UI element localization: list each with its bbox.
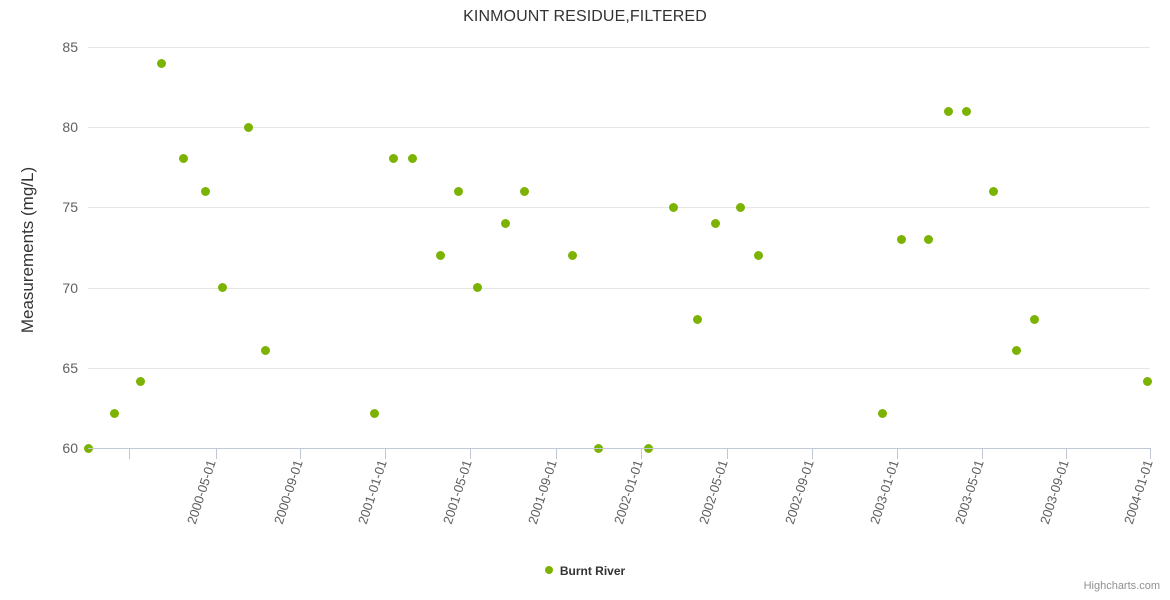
data-point[interactable] [943, 106, 953, 116]
data-point[interactable] [472, 282, 482, 292]
legend-marker-icon [544, 565, 553, 574]
data-point[interactable] [156, 58, 166, 68]
data-point[interactable] [135, 376, 145, 386]
x-tick [982, 448, 983, 459]
gridline [88, 288, 1150, 289]
data-point[interactable] [388, 153, 398, 163]
x-tick [470, 448, 471, 459]
x-tick-label: 2004-01-01 [1120, 458, 1156, 526]
x-tick [812, 448, 813, 459]
x-tick-label: 2001-05-01 [439, 458, 475, 526]
plot-area [83, 47, 1152, 453]
y-tick-label: 75 [62, 199, 78, 215]
x-tick [897, 448, 898, 459]
chart-title: KINMOUNT RESIDUE,FILTERED [463, 8, 707, 25]
y-tick-label: 85 [62, 39, 78, 55]
data-point[interactable] [435, 250, 445, 260]
x-tick-label: 2002-09-01 [781, 458, 817, 526]
x-tick-label: 2003-09-01 [1036, 458, 1072, 526]
x-tick [129, 448, 130, 459]
y-tick-label: 65 [62, 360, 78, 376]
data-point[interactable] [753, 250, 763, 260]
x-tick [556, 448, 557, 459]
y-axis-labels: 85 80 75 70 65 60 [0, 0, 78, 600]
data-point[interactable] [1029, 314, 1039, 324]
chart-legend: Burnt River [0, 563, 1170, 578]
data-point[interactable] [260, 345, 270, 355]
data-point[interactable] [988, 186, 998, 196]
data-point[interactable] [500, 218, 510, 228]
x-tick [727, 448, 728, 459]
data-point[interactable] [735, 202, 745, 212]
data-point[interactable] [243, 122, 253, 132]
highcharts-credit[interactable]: Highcharts.com [1083, 580, 1160, 592]
data-point[interactable] [217, 282, 227, 292]
data-point[interactable] [369, 408, 379, 418]
data-point[interactable] [200, 186, 210, 196]
x-tick-label: 2001-01-01 [354, 458, 390, 526]
y-tick-label: 70 [62, 280, 78, 296]
x-tick-label: 2001-09-01 [524, 458, 560, 526]
x-tick [216, 448, 217, 459]
data-point[interactable] [961, 106, 971, 116]
data-point[interactable] [877, 408, 887, 418]
x-tick-label: 2003-01-01 [866, 458, 902, 526]
data-point[interactable] [923, 234, 933, 244]
legend-item-burnt-river[interactable]: Burnt River [544, 563, 626, 578]
data-point[interactable] [896, 234, 906, 244]
data-point[interactable] [453, 186, 463, 196]
y-tick-label: 80 [62, 119, 78, 135]
x-tick-label: 2002-05-01 [695, 458, 731, 526]
x-tick-label: 2000-09-01 [270, 458, 306, 526]
data-point[interactable] [1011, 345, 1021, 355]
x-axis-line [88, 448, 1150, 449]
data-point[interactable] [692, 314, 702, 324]
data-point[interactable] [178, 153, 188, 163]
x-tick [1150, 448, 1151, 459]
gridline [88, 47, 1150, 48]
x-tick [641, 448, 642, 459]
data-point[interactable] [519, 186, 529, 196]
legend-item-label: Burnt River [559, 563, 626, 578]
y-tick-label: 60 [62, 440, 78, 456]
x-tick [385, 448, 386, 459]
gridline [88, 368, 1150, 369]
x-tick [1066, 448, 1067, 459]
x-tick-label: 2002-01-01 [610, 458, 646, 526]
data-point[interactable] [567, 250, 577, 260]
data-point[interactable] [109, 408, 119, 418]
gridline [88, 207, 1150, 208]
x-tick-label: 2000-05-01 [183, 458, 219, 526]
data-point[interactable] [710, 218, 720, 228]
data-point[interactable] [1142, 376, 1152, 386]
x-tick [300, 448, 301, 459]
x-tick-label: 2003-05-01 [951, 458, 987, 526]
data-point[interactable] [407, 153, 417, 163]
gridline [88, 127, 1150, 128]
data-point[interactable] [668, 202, 678, 212]
